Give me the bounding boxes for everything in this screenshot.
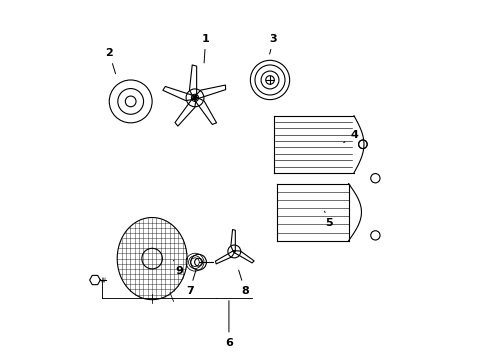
Text: 3: 3 xyxy=(270,34,277,54)
Text: 1: 1 xyxy=(202,34,210,63)
Text: 4: 4 xyxy=(343,130,358,143)
Text: 7: 7 xyxy=(186,270,196,296)
Text: 6: 6 xyxy=(225,301,233,347)
Text: 9: 9 xyxy=(173,260,183,276)
Text: 2: 2 xyxy=(105,48,116,74)
Text: 8: 8 xyxy=(239,270,249,296)
Text: 5: 5 xyxy=(324,211,333,228)
